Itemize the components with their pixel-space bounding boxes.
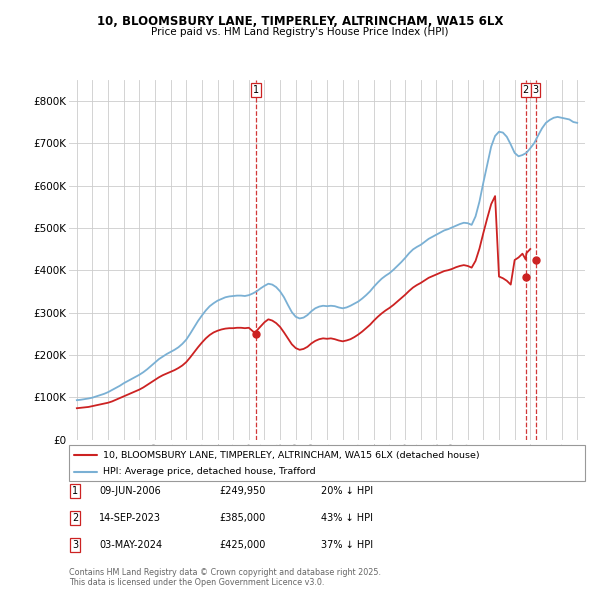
Text: 20% ↓ HPI: 20% ↓ HPI [321,486,373,496]
Text: HPI: Average price, detached house, Trafford: HPI: Average price, detached house, Traf… [103,467,315,477]
Text: 09-JUN-2006: 09-JUN-2006 [99,486,161,496]
Text: Price paid vs. HM Land Registry's House Price Index (HPI): Price paid vs. HM Land Registry's House … [151,27,449,37]
Text: 14-SEP-2023: 14-SEP-2023 [99,513,161,523]
Text: 3: 3 [533,85,539,95]
Text: 37% ↓ HPI: 37% ↓ HPI [321,540,373,550]
Text: 3: 3 [72,540,78,550]
Text: £425,000: £425,000 [219,540,265,550]
Text: 2: 2 [72,513,78,523]
Text: 43% ↓ HPI: 43% ↓ HPI [321,513,373,523]
Text: £385,000: £385,000 [219,513,265,523]
Text: £249,950: £249,950 [219,486,265,496]
Text: 10, BLOOMSBURY LANE, TIMPERLEY, ALTRINCHAM, WA15 6LX: 10, BLOOMSBURY LANE, TIMPERLEY, ALTRINCH… [97,15,503,28]
Text: Contains HM Land Registry data © Crown copyright and database right 2025.
This d: Contains HM Land Registry data © Crown c… [69,568,381,587]
Text: 03-MAY-2024: 03-MAY-2024 [99,540,162,550]
Text: 10, BLOOMSBURY LANE, TIMPERLEY, ALTRINCHAM, WA15 6LX (detached house): 10, BLOOMSBURY LANE, TIMPERLEY, ALTRINCH… [103,451,479,460]
Text: 1: 1 [72,486,78,496]
Text: 2: 2 [523,85,529,95]
Text: 1: 1 [253,85,259,95]
